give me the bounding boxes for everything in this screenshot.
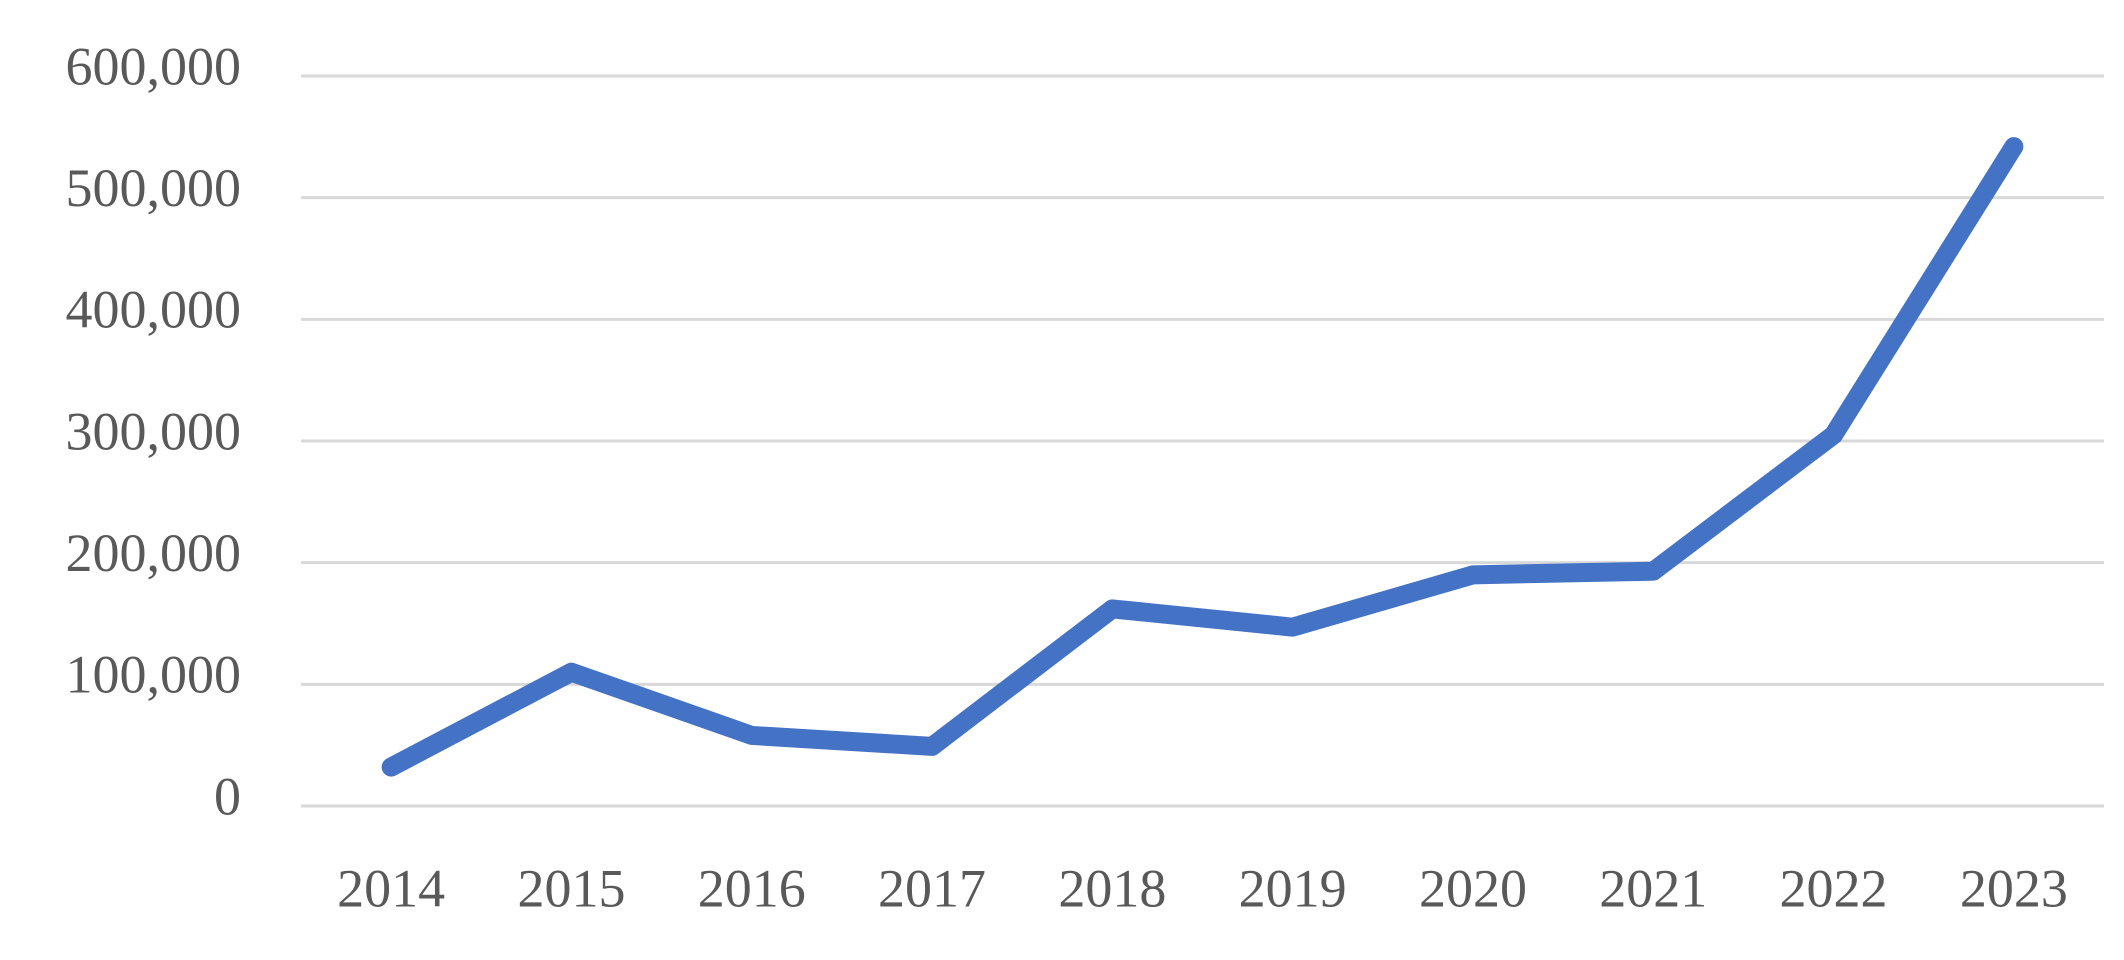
x-tick-label: 2018 [1058,858,1166,918]
y-tick-label: 400,000 [66,280,242,340]
line [381,137,2024,777]
x-tick-label: 2016 [698,858,806,918]
y-tick-label: 300,000 [66,401,242,461]
x-tick-label: 2014 [337,858,445,918]
x-tick-label: 2022 [1780,858,1888,918]
x-tick-label: 2015 [517,858,625,918]
y-tick-label: 500,000 [66,158,242,218]
x-tick-label: 2023 [1960,858,2068,918]
y-tick-label: 0 [214,766,241,826]
x-tick-label: 2019 [1239,858,1347,918]
x-tick-label: 2021 [1599,858,1707,918]
y-tick-label: 100,000 [66,645,242,705]
y-tick-label: 600,000 [66,36,242,96]
y-tick-label: 200,000 [66,523,242,583]
x-tick-label: 2017 [878,858,986,918]
x-tick-label: 2020 [1419,858,1527,918]
